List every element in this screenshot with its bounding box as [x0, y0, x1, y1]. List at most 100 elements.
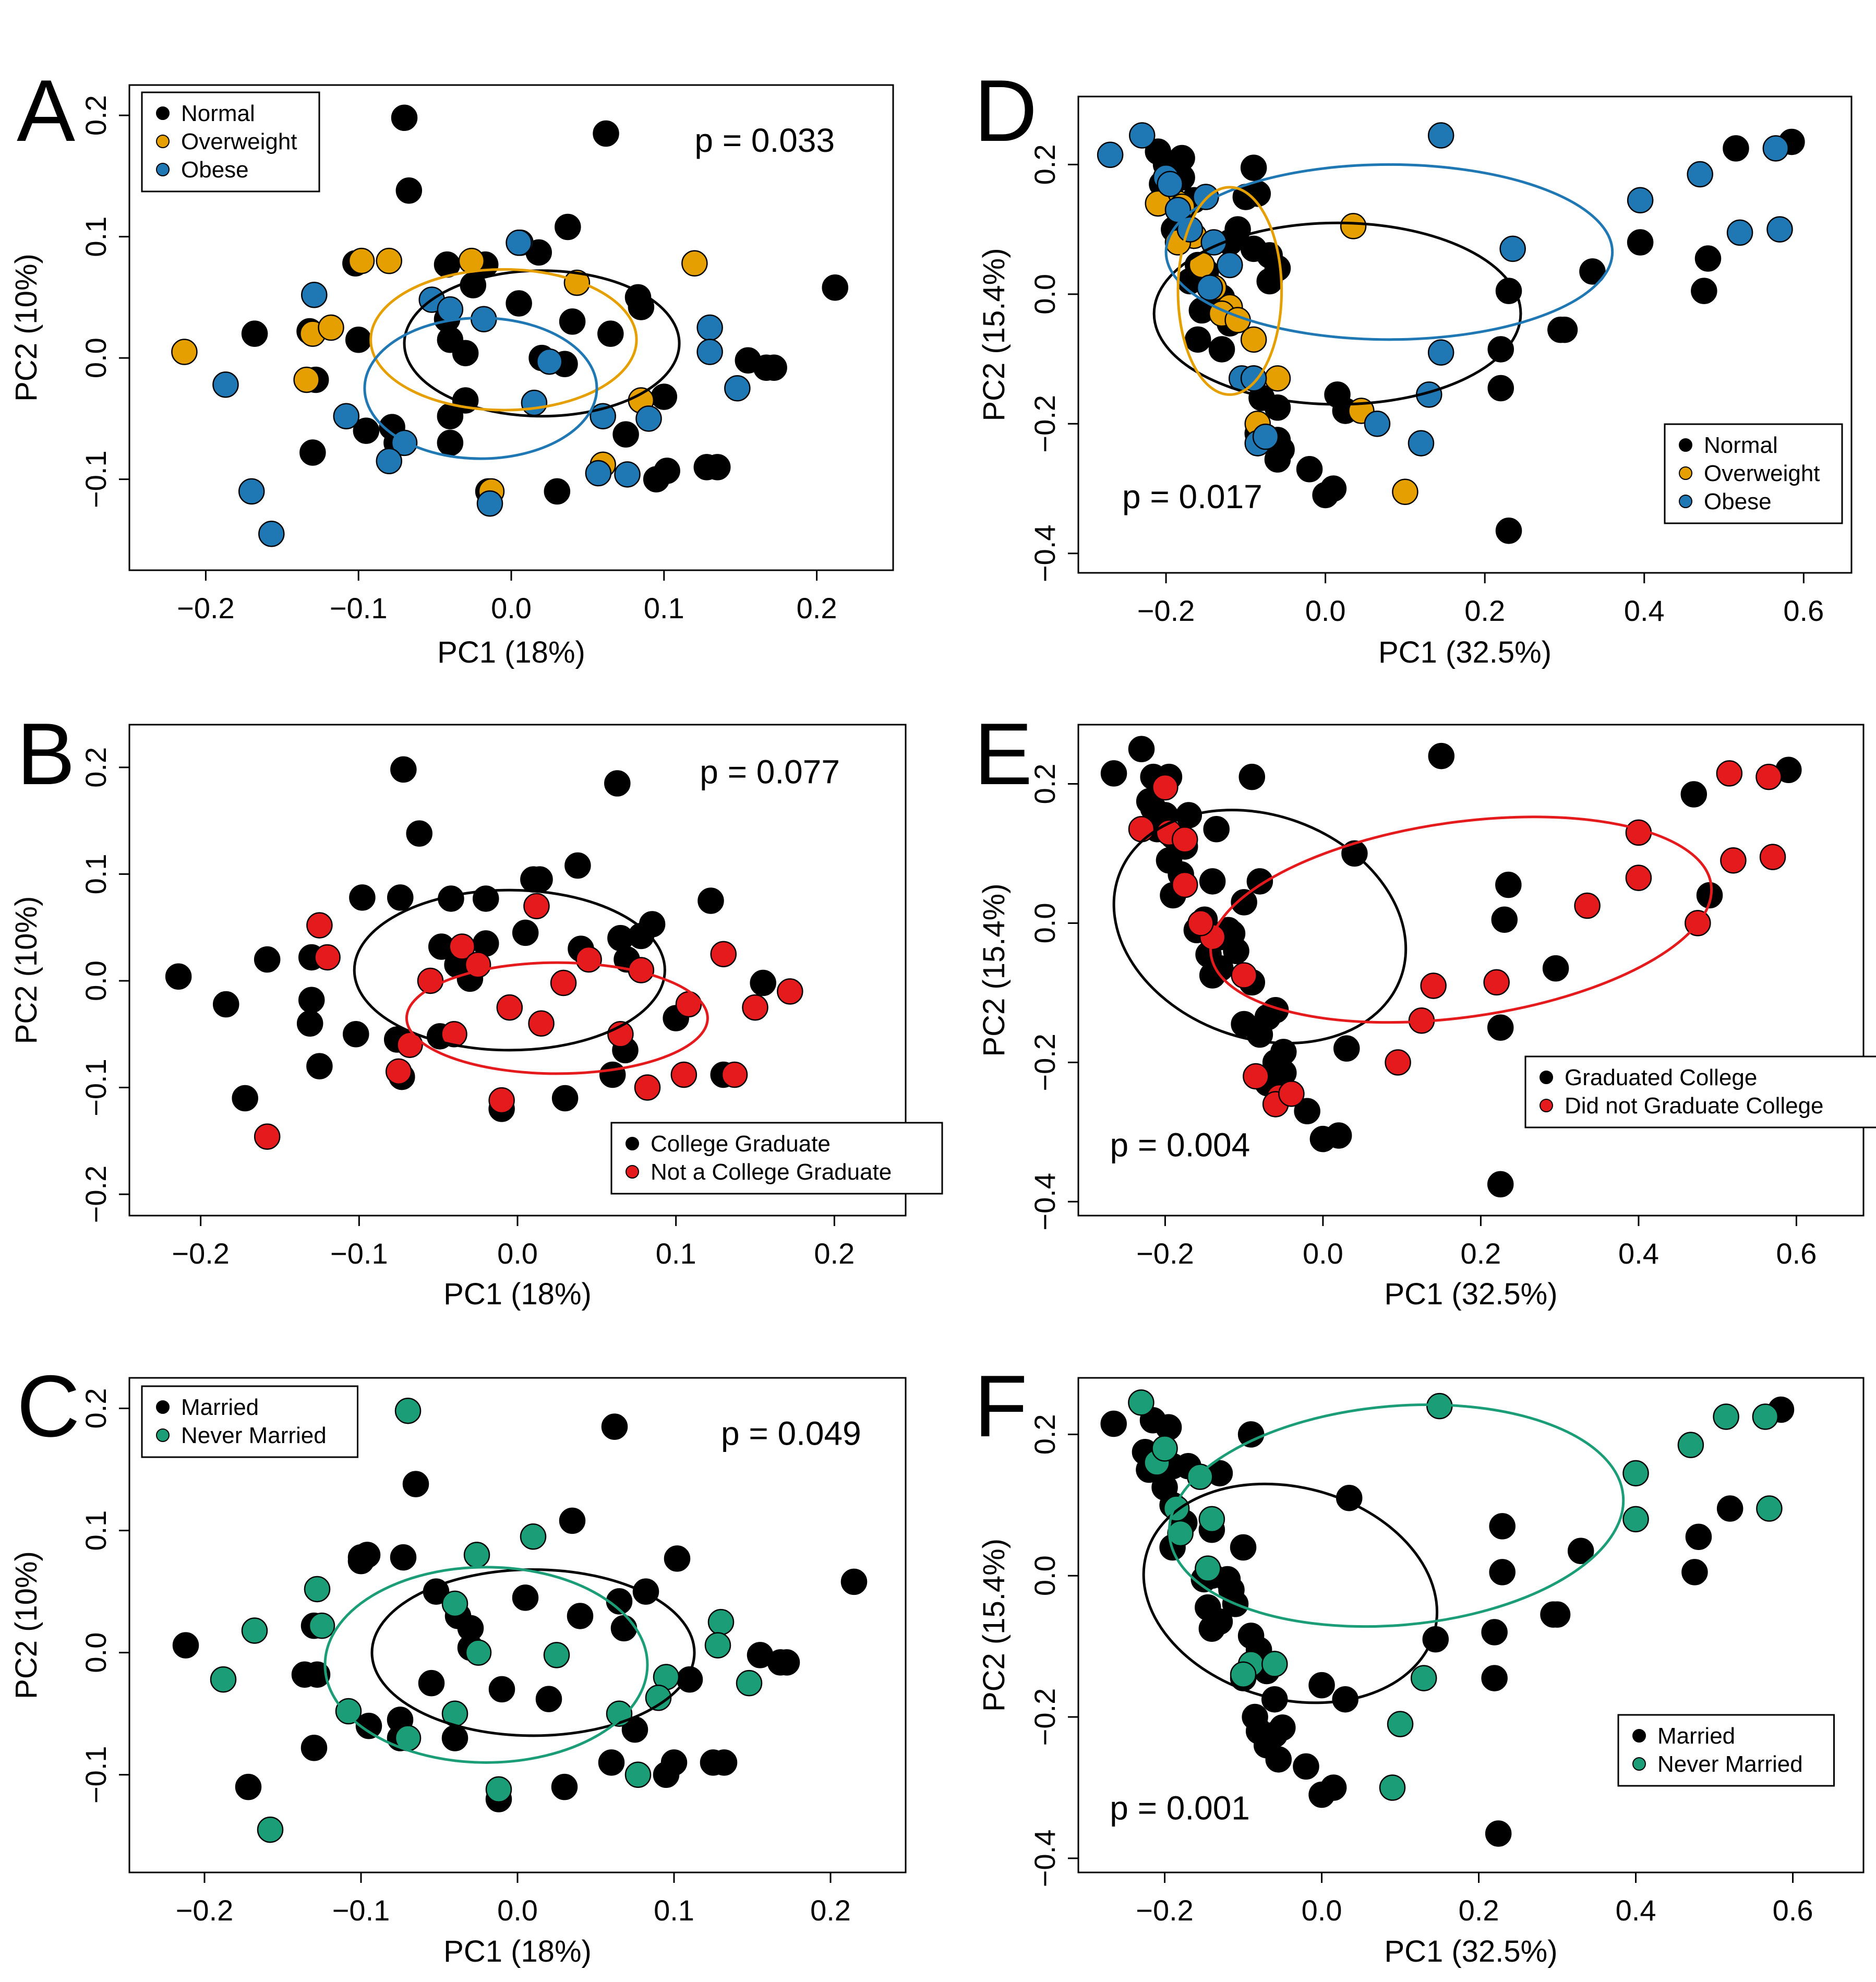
y-axis-title: PC2 (10%): [9, 896, 43, 1044]
y-tick-label: 0.0: [1028, 1555, 1061, 1596]
data-point: [1217, 251, 1243, 279]
data-point: [1540, 1601, 1567, 1628]
data-point: [1128, 122, 1156, 149]
x-tick-label: −0.2: [172, 1237, 230, 1270]
data-point: [563, 269, 591, 296]
data-point: [1128, 736, 1155, 762]
legend-label: College Graduate: [651, 1131, 831, 1157]
data-point: [1681, 1559, 1708, 1585]
data-point: [1691, 278, 1717, 304]
data-point: [1261, 1651, 1288, 1677]
data-point: [1687, 161, 1713, 188]
data-point: [1308, 1672, 1335, 1699]
ellipse-graduated-college: [1112, 809, 1408, 1045]
y-axis-title: PC2 (15.4%): [977, 248, 1011, 421]
data-point: [1720, 847, 1747, 874]
legend-marker: [1632, 1757, 1646, 1771]
x-tick-label: −0.2: [177, 592, 235, 624]
data-point: [1364, 411, 1391, 437]
data-point: [1387, 1711, 1414, 1737]
panel-letter: F: [974, 1357, 1028, 1455]
y-tick-label: 0.2: [1028, 144, 1061, 185]
y-tick-label: 0.2: [1028, 1414, 1061, 1455]
p-value-label: p = 0.001: [1110, 1789, 1250, 1827]
data-point: [523, 893, 550, 920]
p-value-label: p = 0.033: [694, 122, 835, 159]
data-point: [1420, 972, 1447, 999]
data-point: [376, 247, 403, 274]
y-tick-label: 0.2: [79, 1388, 112, 1429]
data-point: [1167, 1520, 1194, 1547]
data-point: [376, 448, 403, 474]
y-tick-label: 0.2: [1028, 764, 1061, 804]
data-point: [1240, 154, 1267, 181]
data-point: [711, 1749, 738, 1776]
data-point: [212, 991, 239, 1018]
data-point: [1499, 235, 1526, 262]
data-point: [304, 1576, 331, 1603]
data-point: [1184, 326, 1211, 353]
p-value-label: p = 0.049: [721, 1415, 861, 1452]
data-point: [308, 1612, 335, 1639]
data-point: [1240, 365, 1267, 392]
data-point: [171, 339, 198, 365]
data-point: [535, 1686, 562, 1712]
data-point: [1495, 871, 1522, 898]
data-point: [1487, 375, 1514, 402]
y-axis-title: PC2 (10%): [9, 254, 43, 402]
legend-marker: [1679, 495, 1692, 508]
plot-area: [171, 104, 848, 547]
data-point: [1230, 1661, 1257, 1688]
data-point: [1487, 1171, 1514, 1198]
data-point: [1340, 213, 1367, 239]
data-point: [555, 213, 581, 241]
data-point: [1187, 1463, 1213, 1490]
data-point: [1625, 864, 1652, 891]
data-point: [1196, 274, 1223, 301]
data-point: [1243, 1063, 1269, 1090]
x-tick-label: 0.1: [656, 1237, 696, 1270]
x-tick-label: −0.2: [1136, 1894, 1194, 1927]
data-point: [301, 281, 328, 308]
ellipse-never-married: [1168, 1403, 1625, 1628]
data-point: [1392, 478, 1418, 505]
legend-label: Married: [1657, 1723, 1735, 1749]
legend-box: [1664, 423, 1843, 524]
data-point: [165, 963, 192, 990]
data-point: [1485, 1820, 1512, 1847]
ellipse-overweight: [1176, 186, 1283, 396]
data-point: [1230, 1534, 1257, 1561]
legend-label: Not a College Graduate: [651, 1159, 892, 1185]
data-point: [333, 403, 360, 429]
legend-label: Overweight: [181, 129, 297, 154]
data-point: [1427, 122, 1454, 149]
x-tick-label: 0.6: [1776, 1237, 1817, 1270]
data-point: [460, 272, 487, 298]
legend: Graduated College Did not Graduate Colleg…: [1524, 1055, 1876, 1128]
data-point: [1759, 844, 1786, 870]
y-tick-label: 0.1: [79, 854, 112, 894]
data-point: [318, 314, 344, 341]
data-point: [394, 1397, 422, 1424]
data-point: [597, 320, 624, 347]
series-married: [172, 1413, 868, 1812]
data-point: [1100, 760, 1127, 787]
data-point: [551, 1085, 579, 1112]
legend-marker: [156, 1400, 170, 1414]
data-point: [463, 1542, 490, 1568]
data-point: [395, 177, 423, 204]
data-point: [761, 354, 787, 381]
data-point: [736, 1669, 763, 1697]
data-point: [441, 1725, 468, 1751]
x-axis-title: PC1 (32.5%): [1378, 635, 1552, 669]
y-tick-label: −0.4: [1028, 1830, 1061, 1888]
legend-label: Overweight: [1704, 461, 1820, 486]
data-point: [634, 1074, 661, 1101]
data-point: [704, 1632, 731, 1659]
data-point: [675, 991, 702, 1018]
data-point: [1152, 774, 1178, 801]
plot-area: [1100, 1389, 1795, 1847]
series-never-married: [1128, 1389, 1783, 1801]
data-point: [520, 1523, 547, 1550]
x-axis-title: PC1 (32.5%): [1384, 1277, 1557, 1311]
